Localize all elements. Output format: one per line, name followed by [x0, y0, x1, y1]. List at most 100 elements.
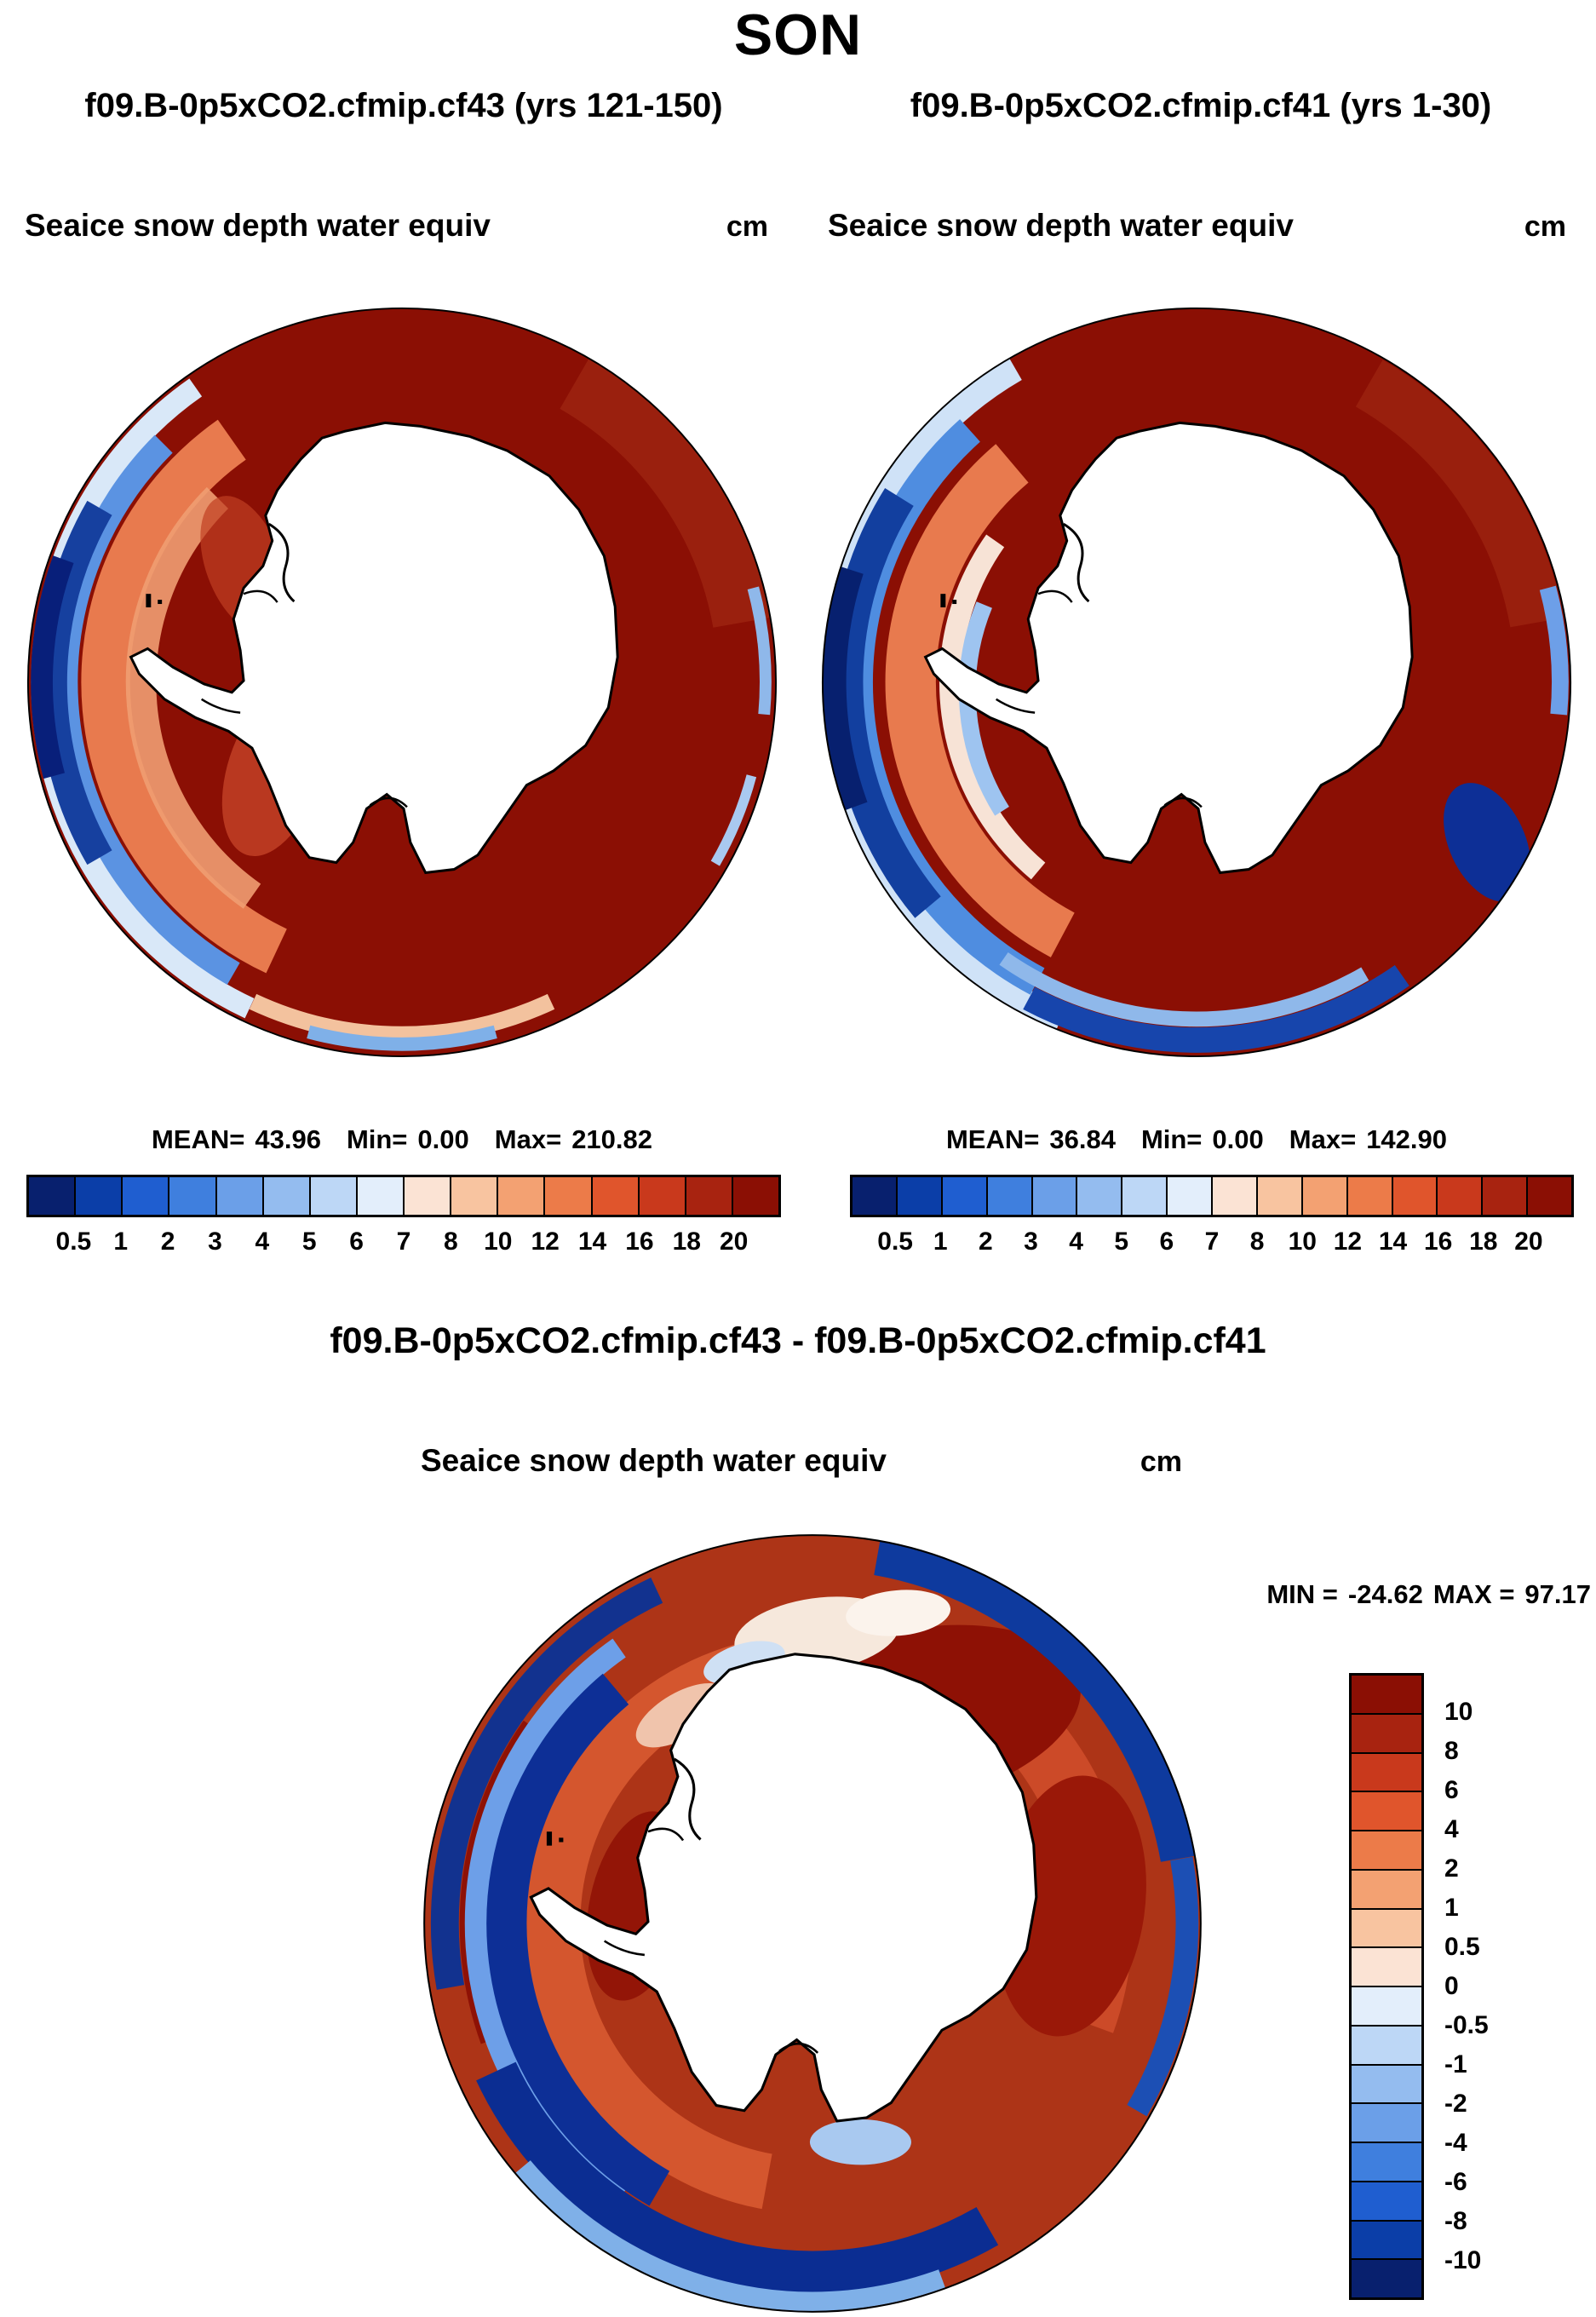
colorbar-tick: -0.5 [1444, 2011, 1489, 2039]
colorbar-tick: 12 [531, 1227, 560, 1256]
colorbar-tick: 14 [577, 1227, 607, 1256]
colorbar-cell [1077, 1177, 1123, 1215]
colorbar-cell [1302, 1177, 1348, 1215]
colorbar-tick: 18 [1469, 1227, 1498, 1256]
colorbar-cell [1213, 1177, 1258, 1215]
colorbar-tick: 4 [1069, 1227, 1083, 1256]
colorbar-tick: 3 [1024, 1227, 1038, 1256]
min-value: 0.00 [1212, 1124, 1264, 1154]
colorbar-tick: -2 [1444, 2090, 1467, 2118]
colorbar-tick: 0 [1444, 1972, 1459, 2000]
colorbar-cell [1257, 1177, 1303, 1215]
min-value: 0.00 [417, 1124, 469, 1154]
colorbar-tick: 1 [1444, 1894, 1459, 1922]
colorbar-cell [1352, 1831, 1421, 1871]
colorbar-cell [405, 1177, 452, 1215]
diff-colorbar-ticks: 10 8 6 4 2 1 0.5 0 -0.5 -1 -2 -4 -6 -8 -10 [1444, 1673, 1555, 2300]
colorbar-tick: 7 [396, 1227, 411, 1256]
colorbar-cell [216, 1177, 264, 1215]
colorbar-cell [732, 1177, 778, 1215]
colorbar-tick: 0.5 [877, 1227, 913, 1256]
colorbar-cell [686, 1177, 733, 1215]
colorbar-cell [76, 1177, 123, 1215]
min-label: Min= [1140, 1124, 1203, 1154]
max-label: Max= [494, 1124, 562, 1154]
colorbar-cell [1352, 2104, 1421, 2143]
polar-map-cf43 [26, 307, 778, 1058]
field-label-cf41: Seaice snow depth water equiv [828, 208, 1294, 243]
colorbar-ticks-cf43: 0.5 1 2 3 4 5 6 7 8 10 12 14 16 18 20 [26, 1227, 781, 1260]
colorbar-tick: 3 [208, 1227, 222, 1256]
colorbar-tick: -8 [1444, 2207, 1467, 2235]
colorbar-cell [1438, 1177, 1484, 1215]
diff-minmax: MIN = -24.62 MAX = 97.17 [1175, 1579, 1591, 1610]
field-row-diff: Seaice snow depth water equiv cm [421, 1443, 1182, 1479]
colorbar-cell [1352, 1948, 1421, 1987]
min-value: -24.62 [1347, 1579, 1423, 1609]
colorbar-tick: 18 [672, 1227, 701, 1256]
colorbar-cell [1352, 1909, 1421, 1949]
colorbar-tick: 8 [1444, 1737, 1459, 1765]
colorbar-tick: 8 [1249, 1227, 1265, 1256]
min-label: MIN = [1266, 1579, 1338, 1609]
mean-label: MEAN= [945, 1124, 1040, 1154]
max-label: Max= [1289, 1124, 1357, 1154]
colorbar-tick: 14 [1378, 1227, 1408, 1256]
colorbar-tick: 4 [255, 1227, 270, 1256]
colorbar-cell [1352, 2260, 1421, 2297]
max-value: 210.82 [571, 1124, 653, 1154]
colorbar-cell [123, 1177, 170, 1215]
colorbar-ticks-cf41: 0.5 1 2 3 4 5 6 7 8 10 12 14 16 18 20 [850, 1227, 1574, 1260]
colorbar-cell [29, 1177, 77, 1215]
min-label: Min= [346, 1124, 408, 1154]
colorbar-tick: 16 [625, 1227, 654, 1256]
polar-map-diff [423, 1534, 1202, 2313]
field-row-cf43: Seaice snow depth water equiv cm [25, 208, 768, 244]
colorbar-cell [263, 1177, 311, 1215]
colorbar-tick: 5 [1114, 1227, 1129, 1256]
colorbar-tick: 1 [933, 1227, 948, 1256]
mean-value: 36.84 [1049, 1124, 1116, 1154]
colorbar-tick: 0.5 [55, 1227, 92, 1256]
panel-title-cf43: f09.B-0p5xCO2.cfmip.cf43 (yrs 121-150) [84, 87, 723, 124]
colorbar-tick: 12 [1333, 1227, 1363, 1256]
colorbar-tick: 2 [1444, 1854, 1459, 1883]
colorbar-cell [310, 1177, 358, 1215]
field-row-cf41: Seaice snow depth water equiv cm [828, 208, 1566, 244]
colorbar-cell [498, 1177, 546, 1215]
diff-colorbar [1349, 1673, 1424, 2300]
colorbar-cell [1483, 1177, 1529, 1215]
colorbar-tick: -10 [1444, 2246, 1482, 2274]
colorbar-cell [1392, 1177, 1438, 1215]
colorbar-tick: 2 [979, 1227, 993, 1256]
colorbar-cell [1352, 2065, 1421, 2105]
colorbar-cell [592, 1177, 640, 1215]
colorbar-cf43 [26, 1175, 781, 1217]
colorbar-tick: -4 [1444, 2129, 1467, 2157]
colorbar-tick: 1 [113, 1227, 129, 1256]
max-value: 97.17 [1524, 1579, 1591, 1609]
colorbar-tick: 0.5 [1444, 1933, 1480, 1961]
colorbar-tick: 16 [1423, 1227, 1453, 1256]
colorbar-cell [451, 1177, 499, 1215]
colorbar-cell [1352, 1753, 1421, 1793]
field-label-cf43: Seaice snow depth water equiv [25, 208, 491, 243]
colorbar-cell [1528, 1177, 1571, 1215]
colorbar-cell [1352, 1792, 1421, 1831]
colorbar-cell [639, 1177, 686, 1215]
colorbar-tick: 6 [349, 1227, 364, 1256]
colorbar-cell [1352, 1676, 1421, 1715]
colorbar-tick: 6 [1159, 1227, 1174, 1256]
colorbar-cell [942, 1177, 988, 1215]
colorbar-cell [1352, 1987, 1421, 2027]
colorbar-cell [987, 1177, 1033, 1215]
colorbar-cell [853, 1177, 898, 1215]
colorbar-tick: -1 [1444, 2050, 1467, 2078]
colorbar-cell [1352, 1870, 1421, 1910]
colorbar-cell [1352, 2143, 1421, 2182]
colorbar-cell [545, 1177, 593, 1215]
page-title: SON [733, 3, 863, 67]
colorbar-cell [357, 1177, 405, 1215]
colorbar-tick: 7 [1204, 1227, 1220, 1256]
max-label: MAX = [1432, 1579, 1515, 1609]
